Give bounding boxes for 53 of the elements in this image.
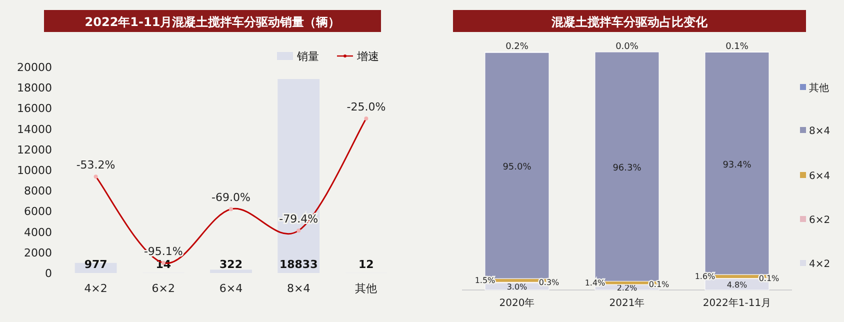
data-label: 0.1% [726, 42, 749, 52]
chart-title: 2022年1-11月混凝土搅拌车分驱动销量（辆） [84, 15, 340, 29]
data-label: 93.4% [722, 160, 752, 170]
data-label: -53.2% [76, 158, 116, 172]
x-tick-label: 6×4 [219, 282, 243, 295]
data-label: 3.0% [506, 282, 528, 292]
data-label: 0.1% [758, 274, 780, 283]
legend-label: 6×4 [809, 171, 830, 182]
data-label: 0.0% [616, 42, 639, 52]
legend-label: 6×2 [809, 215, 830, 226]
data-label: -25.0% [346, 100, 386, 114]
y-tick-label: 2000 [24, 246, 52, 260]
data-label: -69.0% [212, 191, 250, 204]
data-label: 96.3% [612, 164, 642, 174]
y-tick-label: 6000 [24, 205, 52, 218]
data-label: 4.8% [726, 280, 748, 290]
legend-item: 6×4 [800, 171, 830, 182]
data-label: 0.2% [506, 42, 529, 52]
x-tick-label: 2021年 [609, 297, 645, 309]
data-label: 1.4% [584, 278, 606, 288]
data-label: 322 [220, 258, 242, 271]
y-tick-label: 20000 [17, 61, 52, 74]
x-tick-label: 6×2 [152, 282, 176, 295]
data-label: 1.5% [474, 276, 496, 285]
y-tick-label: 8000 [24, 184, 52, 198]
legend-item: 6×2 [800, 215, 830, 226]
legend-label: 销量 [296, 50, 319, 63]
y-tick-label: 0 [45, 267, 52, 280]
data-label: 12 [358, 258, 374, 271]
legend-item: 4×2 [800, 259, 830, 270]
y-tick-label: 12000 [17, 143, 52, 156]
y-tick-label: 10000 [17, 164, 52, 177]
legend-label: 增速 [356, 50, 379, 63]
y-tick-label: 18000 [17, 82, 52, 95]
data-label: 0.3% [538, 278, 560, 288]
x-tick-label: 4×2 [84, 282, 108, 295]
legend-label: 4×2 [809, 259, 830, 270]
x-tick-label: 其他 [355, 282, 378, 295]
x-tick-label: 2020年 [499, 297, 535, 309]
x-tick-label: 8×4 [286, 282, 310, 295]
y-tick-label: 4000 [24, 226, 52, 239]
legend-item: 8×4 [800, 126, 830, 137]
data-label: 18833 [279, 258, 318, 271]
y-tick-label: 14000 [17, 122, 52, 136]
data-label: 977 [84, 258, 108, 271]
legend-label: 其他 [809, 82, 829, 94]
data-label: 0.1% [648, 280, 670, 290]
y-tick-label: 16000 [17, 102, 52, 116]
data-label: 95.0% [502, 162, 532, 173]
data-label: 1.6% [694, 272, 716, 281]
x-tick-label: 2022年1-11月 [702, 297, 772, 309]
chart-title: 混凝土搅拌车分驱动占比变化 [550, 15, 708, 29]
legend-item: 其他 [800, 83, 829, 94]
